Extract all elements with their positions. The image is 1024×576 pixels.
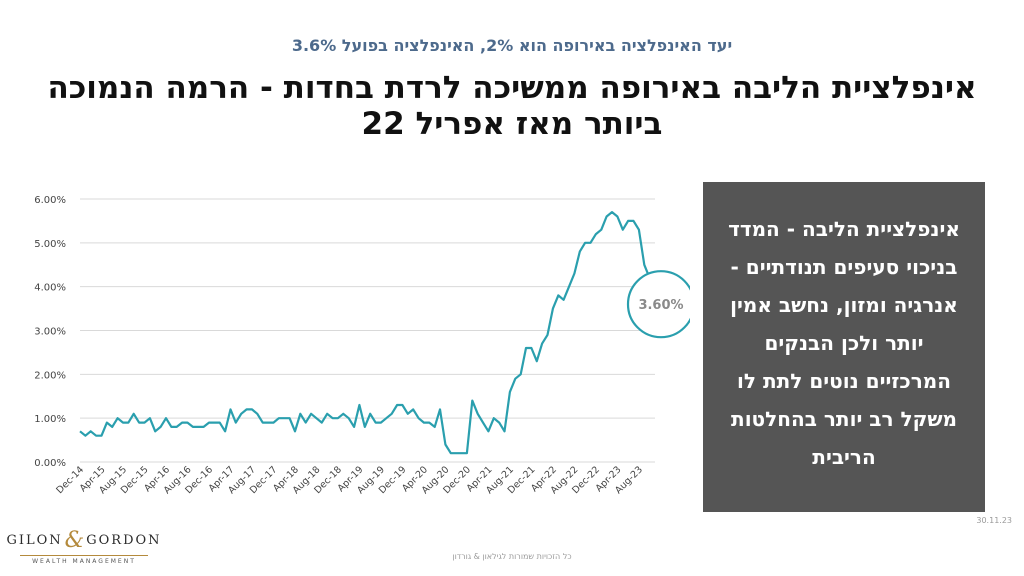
- company-logo: GILON & GORDON WEALTH MANAGEMENT: [6, 528, 159, 565]
- logo-word-left: GILON: [6, 533, 63, 548]
- logo-divider: [20, 555, 148, 556]
- latest-value-annotation: 3.60%: [626, 270, 690, 339]
- logo-tagline: WEALTH MANAGEMENT: [32, 558, 136, 565]
- slide-title: אינפלציית הליבה באירופה ממשיכה לרדת בחדו…: [47, 70, 977, 142]
- copyright-notice: כל הזכויות שמורות לגילאון & גורדון: [452, 552, 572, 561]
- info-box-text: אינפלציית הליבה - המדד בניכוי סעיפים תנו…: [728, 217, 960, 469]
- info-box: אינפלציית הליבה - המדד בניכוי סעיפים תנו…: [703, 182, 985, 512]
- x-axis-ticks: Dec-14Apr-15Aug-15Dec-15Apr-16Aug-16Dec-…: [54, 464, 645, 496]
- y-tick-label: 3.00%: [34, 327, 66, 338]
- annotation-label: 3.60%: [638, 298, 683, 313]
- y-tick-label: 2.00%: [34, 370, 66, 381]
- chart-grid: [80, 198, 655, 463]
- y-axis-ticks: 0.00% 1.00% 2.00% 3.00% 4.00% 5.00% 6.00%: [34, 195, 66, 469]
- annotation-circle: [626, 270, 690, 339]
- y-tick-label: 4.00%: [34, 283, 66, 294]
- logo-ampersand: &: [64, 528, 85, 553]
- core-inflation-series-line: [79, 211, 657, 455]
- slide-date: 30.11.23: [976, 516, 1012, 525]
- y-tick-label: 6.00%: [34, 195, 66, 206]
- chart-subtitle: יעד האינפלציה באירופה הוא 2%, האינפלציה …: [291, 36, 733, 55]
- inflation-line-chart: 0.00% 1.00% 2.00% 3.00% 4.00% 5.00% 6.00% Dec-…: [34, 195, 690, 496]
- y-tick-label: 1.00%: [34, 414, 66, 425]
- y-tick-label: 0.00%: [34, 458, 66, 469]
- y-tick-label: 5.00%: [34, 239, 66, 250]
- logo-word-right: GORDON: [86, 533, 162, 548]
